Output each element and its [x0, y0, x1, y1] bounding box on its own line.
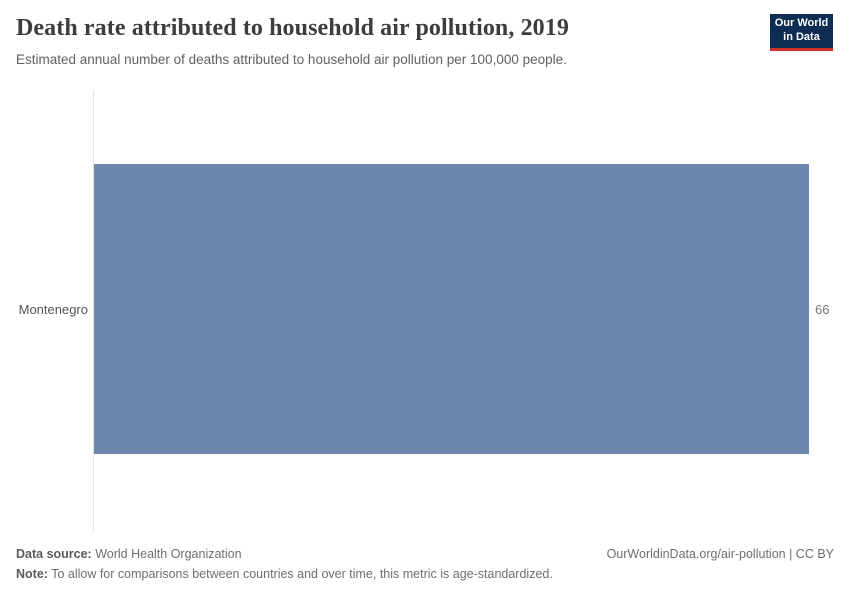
attribution-link[interactable]: OurWorldinData.org/air-pollution | CC BY — [606, 547, 834, 561]
page-subtitle: Estimated annual number of deaths attrib… — [16, 52, 567, 67]
data-source-line: Data source: World Health Organization — [16, 547, 242, 561]
plot-area: 66 — [94, 90, 829, 531]
owid-logo-line2: in Data — [783, 31, 820, 43]
note-label: Note: — [16, 567, 48, 581]
owid-logo-line1: Our World — [774, 17, 829, 30]
chart-footer: Data source: World Health Organization O… — [16, 547, 834, 581]
y-axis-line — [93, 90, 94, 531]
entity-label-montenegro: Montenegro — [18, 301, 88, 317]
note-value: To allow for comparisons between countri… — [47, 567, 553, 581]
value-label-montenegro: 66 — [815, 301, 830, 317]
data-source-value: World Health Organization — [91, 547, 242, 561]
page-title: Death rate attributed to household air p… — [16, 15, 569, 41]
note-line: Note: To allow for comparisons between c… — [16, 567, 834, 581]
bar-montenegro[interactable] — [94, 164, 809, 454]
data-source-label: Data source: — [16, 547, 92, 561]
owid-logo[interactable]: Our World in Data — [770, 14, 833, 51]
